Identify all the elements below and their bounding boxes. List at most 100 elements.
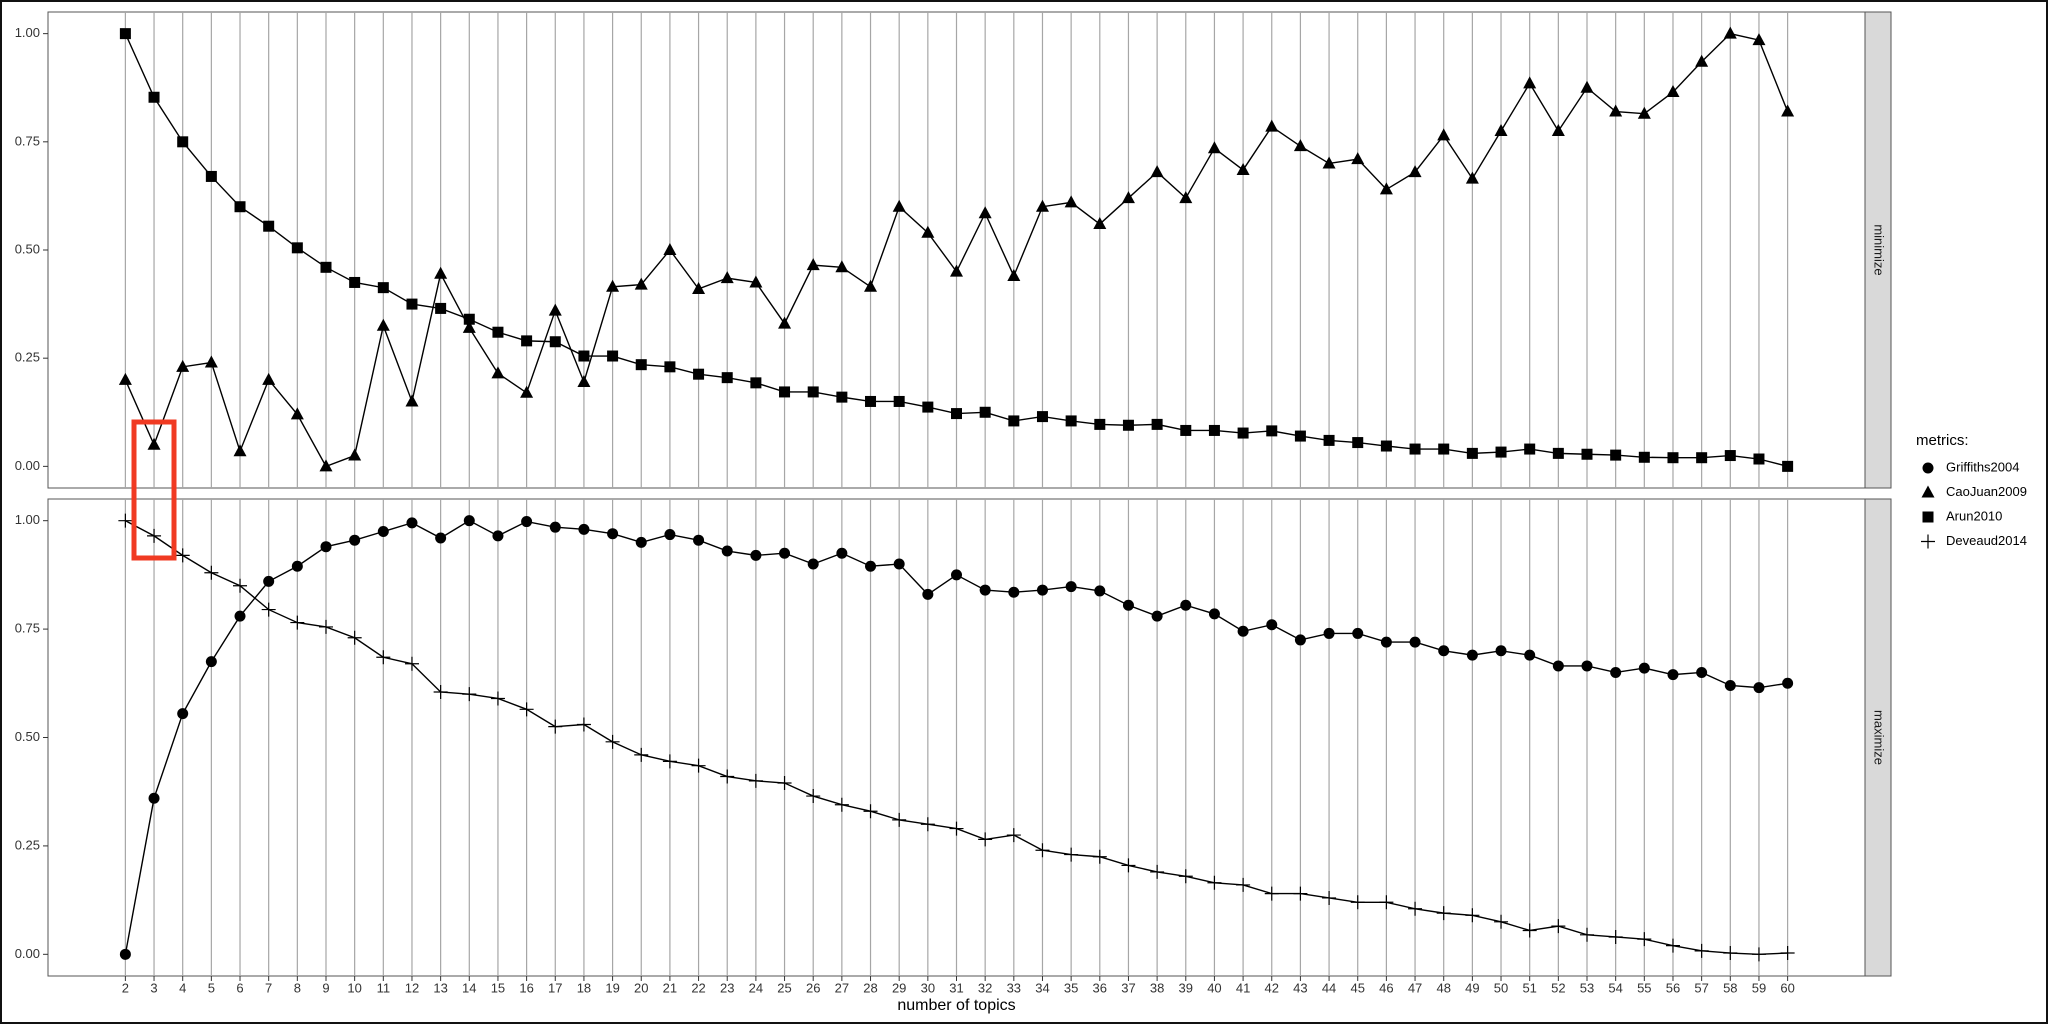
marker xyxy=(1035,199,1049,212)
marker xyxy=(1551,919,1566,934)
marker xyxy=(777,776,792,791)
marker xyxy=(1638,662,1650,674)
x-tick-label: 27 xyxy=(835,980,849,995)
marker xyxy=(1609,104,1623,117)
marker xyxy=(462,687,477,702)
marker xyxy=(435,302,447,314)
marker xyxy=(893,395,905,407)
marker xyxy=(118,513,133,528)
marker xyxy=(1552,660,1564,672)
marker xyxy=(349,276,361,288)
marker xyxy=(1237,625,1249,637)
marker xyxy=(1036,411,1048,423)
legend-label: Deveaud2014 xyxy=(1946,533,2027,548)
marker xyxy=(1064,195,1078,208)
marker xyxy=(319,459,333,472)
x-tick-label: 39 xyxy=(1179,980,1193,995)
marker xyxy=(578,523,590,535)
marker xyxy=(634,277,648,290)
marker xyxy=(1323,434,1335,446)
marker xyxy=(893,558,905,570)
marker xyxy=(291,560,303,572)
marker xyxy=(1723,946,1738,961)
marker xyxy=(693,368,705,380)
marker xyxy=(177,136,189,148)
marker xyxy=(1180,599,1192,611)
marker xyxy=(463,515,475,527)
marker xyxy=(1665,938,1680,953)
x-axis-title: number of topics xyxy=(897,997,1015,1014)
x-tick-label: 14 xyxy=(462,980,476,995)
marker xyxy=(1551,124,1565,136)
marker xyxy=(463,313,475,325)
marker xyxy=(1465,908,1480,923)
marker xyxy=(205,656,217,668)
x-tick-label: 5 xyxy=(208,980,215,995)
marker xyxy=(1350,895,1365,910)
marker xyxy=(835,260,849,273)
marker xyxy=(1179,191,1193,204)
marker xyxy=(1093,217,1107,230)
marker xyxy=(204,565,219,580)
marker xyxy=(1466,447,1478,459)
marker xyxy=(635,359,647,371)
marker xyxy=(1752,33,1766,46)
marker xyxy=(607,528,619,540)
marker xyxy=(1495,446,1507,458)
marker xyxy=(1122,419,1134,431)
marker xyxy=(920,817,935,832)
marker xyxy=(261,602,276,617)
marker xyxy=(290,407,304,420)
marker xyxy=(377,282,389,294)
x-tick-label: 20 xyxy=(634,980,648,995)
marker xyxy=(1092,849,1107,864)
x-tick-label: 29 xyxy=(892,980,906,995)
marker xyxy=(1581,660,1593,672)
marker xyxy=(664,529,676,541)
x-tick-label: 6 xyxy=(236,980,243,995)
x-tick-label: 17 xyxy=(548,980,562,995)
marker xyxy=(519,702,534,717)
marker xyxy=(1494,124,1508,136)
marker xyxy=(1294,634,1306,646)
marker xyxy=(548,719,563,734)
marker xyxy=(1379,182,1393,195)
marker xyxy=(1409,636,1421,648)
marker xyxy=(864,279,878,292)
marker xyxy=(577,374,591,387)
marker xyxy=(865,560,877,572)
marker xyxy=(836,547,848,559)
x-tick-label: 18 xyxy=(577,980,591,995)
marker xyxy=(1151,610,1163,622)
marker xyxy=(1266,425,1278,437)
marker xyxy=(1236,162,1250,175)
x-tick-label: 58 xyxy=(1723,980,1737,995)
legend-title: metrics: xyxy=(1916,432,1969,449)
marker xyxy=(1007,268,1021,281)
marker xyxy=(1094,418,1106,430)
marker xyxy=(176,359,190,372)
marker xyxy=(549,521,561,533)
marker xyxy=(1380,636,1392,648)
marker xyxy=(863,804,878,819)
x-tick-label: 28 xyxy=(863,980,877,995)
marker xyxy=(949,821,964,836)
marker xyxy=(978,206,992,219)
marker xyxy=(1751,947,1766,962)
marker xyxy=(147,437,161,450)
y-tick-label: 0.50 xyxy=(15,241,40,256)
marker xyxy=(892,812,907,827)
x-tick-label: 36 xyxy=(1093,980,1107,995)
marker xyxy=(1266,619,1278,631)
marker xyxy=(1436,906,1451,921)
marker xyxy=(1610,666,1622,678)
marker xyxy=(748,773,763,788)
x-tick-label: 10 xyxy=(347,980,361,995)
x-tick-label: 12 xyxy=(405,980,419,995)
x-tick-label: 2 xyxy=(122,980,129,995)
strip xyxy=(1864,498,1892,977)
marker xyxy=(1753,682,1765,694)
marker xyxy=(204,355,218,368)
x-tick-label: 54 xyxy=(1608,980,1622,995)
marker xyxy=(662,754,677,769)
